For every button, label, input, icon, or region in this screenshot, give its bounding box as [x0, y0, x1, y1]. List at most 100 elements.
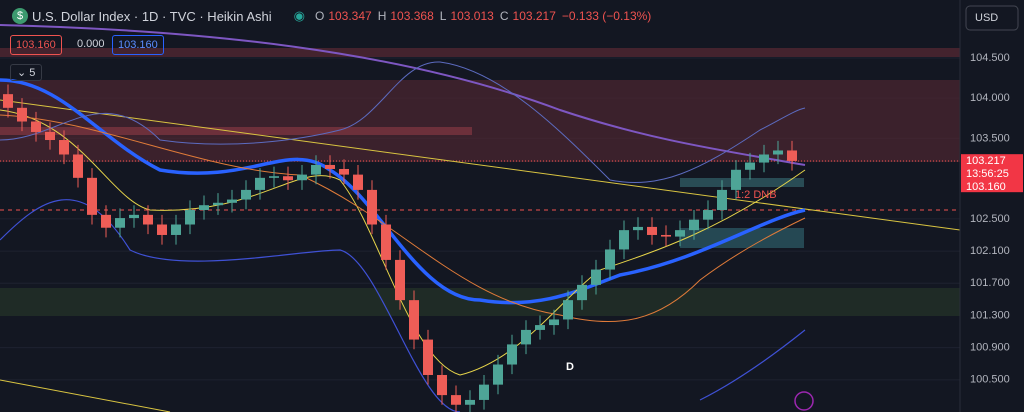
- candle-body: [353, 174, 363, 190]
- plot-bg: [0, 0, 960, 412]
- trend-line: [0, 99, 961, 231]
- candle-body: [619, 230, 629, 250]
- candle-body: [199, 205, 209, 211]
- band-line: [0, 61, 806, 184]
- candle-body: [45, 131, 55, 141]
- candle-body: [423, 339, 433, 375]
- ma-line: [0, 114, 806, 323]
- zone: [680, 228, 804, 248]
- candle-body: [87, 177, 97, 215]
- last-price-label: 103.217: [966, 155, 1006, 167]
- input-box[interactable]: 103.160: [112, 35, 164, 55]
- candle-body: [255, 177, 265, 190]
- candle-body: [493, 364, 503, 385]
- zone: [0, 48, 960, 57]
- candle-body: [213, 202, 223, 206]
- candle-body: [59, 140, 69, 155]
- candle-body: [535, 325, 545, 330]
- ohlc-value: 103.217: [512, 9, 556, 23]
- band-line: [0, 199, 806, 412]
- candle-body: [269, 176, 279, 178]
- ma-line: [0, 24, 806, 166]
- ohlc-label: O: [314, 9, 325, 23]
- candle-body: [563, 300, 573, 320]
- candle-body: [31, 121, 41, 132]
- candle-body: [241, 189, 251, 200]
- status-dot: ◉: [293, 8, 305, 23]
- input-box[interactable]: 103.160: [10, 35, 62, 55]
- trend-line: [0, 379, 171, 412]
- candle-body: [465, 399, 475, 405]
- symbol-icon: $: [12, 8, 28, 24]
- zone: [0, 288, 960, 316]
- candle-body: [115, 218, 125, 228]
- y-tick-label: 104.500: [970, 52, 1010, 64]
- candle-body: [73, 154, 83, 178]
- y-tick-label: 100.900: [970, 342, 1010, 354]
- candle-body: [437, 374, 447, 396]
- candle-body: [185, 210, 195, 225]
- line-price: 103.160: [966, 181, 1006, 193]
- candle-body: [381, 224, 391, 260]
- candle-body: [129, 214, 139, 219]
- candle-body: [479, 384, 489, 400]
- y-tick-label: 102.100: [970, 245, 1010, 257]
- price-axis: [960, 0, 1024, 412]
- annotation: D: [566, 361, 574, 373]
- candle-body: [283, 176, 293, 181]
- candle-body: [507, 344, 517, 365]
- countdown: 13:56:25: [966, 168, 1009, 180]
- candle-body: [647, 226, 657, 235]
- candle-body: [661, 234, 671, 237]
- candle-body: [311, 164, 321, 175]
- candle-body: [339, 168, 349, 175]
- candle-body: [731, 169, 741, 190]
- candle-body: [409, 300, 419, 340]
- ma-line: [0, 78, 806, 305]
- last-price-tag: [961, 154, 1023, 193]
- candle-body: [745, 162, 755, 170]
- y-tick-label: 102.500: [970, 213, 1010, 225]
- candle-body: [367, 189, 377, 225]
- candle-body: [143, 214, 153, 225]
- change: −0.133 (−0.13%): [561, 9, 652, 23]
- symbol-title[interactable]: U.S. Dollar Index · 1D · TVC · Heikin As…: [32, 8, 272, 24]
- candle-body: [549, 319, 559, 326]
- ohlc-label: L: [439, 9, 447, 23]
- ohlc-value: 103.013: [450, 9, 494, 23]
- candle-body: [3, 94, 13, 108]
- currency[interactable]: USD: [975, 12, 998, 24]
- candle-body: [703, 210, 713, 220]
- y-tick-label: 103.500: [970, 132, 1010, 144]
- ohlc-value: 103.347: [328, 9, 372, 23]
- candle-body: [689, 219, 699, 231]
- currency-button[interactable]: [965, 5, 1019, 31]
- candle-body: [633, 226, 643, 231]
- indicator-count: 5: [29, 67, 36, 79]
- ohlc: O 103.347 H 103.368 L 103.013 C 103.217: [315, 9, 558, 23]
- candle-body: [297, 174, 307, 181]
- candle-body: [591, 269, 601, 285]
- y-tick-label: 101.300: [970, 309, 1010, 321]
- candle-body: [325, 164, 335, 169]
- candle-body: [675, 230, 685, 237]
- candle-body: [17, 107, 27, 122]
- y-tick-label: 104.000: [970, 92, 1010, 104]
- indicator-toggle[interactable]: ⌄ 5: [10, 64, 43, 81]
- zone: [0, 80, 960, 162]
- candle-body: [521, 329, 531, 345]
- candle-body: [395, 259, 405, 301]
- candle-body: [773, 150, 783, 155]
- candle-body: [605, 249, 615, 270]
- y-tick-label: 101.700: [970, 277, 1010, 289]
- legend: $ U.S. Dollar Index · 1D · TVC · Heikin …: [12, 8, 651, 24]
- candle-body: [717, 189, 727, 211]
- alert-icon[interactable]: [794, 391, 814, 411]
- ohlc-label: C: [499, 9, 509, 23]
- zone: [680, 178, 804, 187]
- candle-body: [227, 199, 237, 203]
- zone: [0, 127, 472, 135]
- annotation: 1:2 DNB: [735, 189, 777, 201]
